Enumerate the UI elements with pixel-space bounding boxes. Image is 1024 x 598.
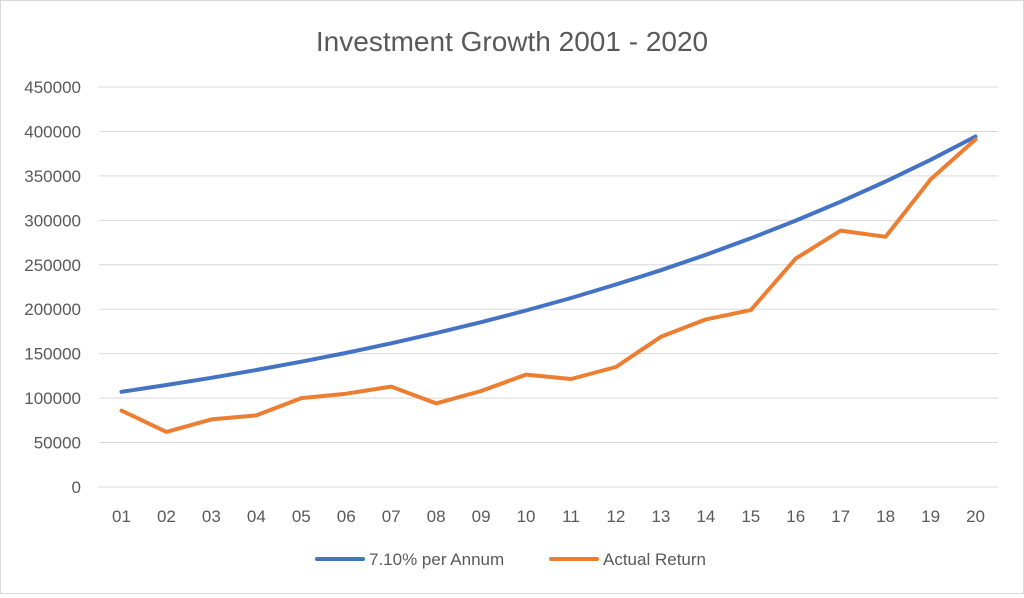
x-tick-label: 07 <box>382 507 401 526</box>
legend-label: 7.10% per Annum <box>369 550 504 569</box>
x-tick-label: 13 <box>651 507 670 526</box>
y-tick-label: 300000 <box>24 211 81 230</box>
x-tick-label: 06 <box>337 507 356 526</box>
x-tick-label: 14 <box>696 507 715 526</box>
y-tick-label: 450000 <box>24 78 81 97</box>
x-axis: 01 02 03 04 05 06 07 08 09 10 11 12 13 14 15 16 17 18 19 20 <box>112 507 985 526</box>
x-tick-label: 12 <box>606 507 625 526</box>
gridlines <box>99 86 998 488</box>
series-line-2 <box>119 137 978 434</box>
y-axis: 0 50000 100000 150000 200000 250000 300000 3500… <box>24 78 81 497</box>
y-tick-label: 400000 <box>24 122 81 141</box>
y-tick-label: 200000 <box>24 300 81 319</box>
x-tick-label: 03 <box>202 507 221 526</box>
x-tick-label: 01 <box>112 507 131 526</box>
x-tick-label: 11 <box>562 507 580 526</box>
x-tick-label: 16 <box>786 507 805 526</box>
x-tick-label: 02 <box>157 507 176 526</box>
chart-title: Investment Growth 2001 - 2020 <box>316 26 708 57</box>
series-line-1 <box>119 134 978 394</box>
legend: 7.10% per Annum Actual Return <box>315 550 706 569</box>
x-tick-label: 04 <box>247 507 266 526</box>
x-tick-label: 05 <box>292 507 311 526</box>
x-tick-label: 19 <box>921 507 940 526</box>
legend-label: Actual Return <box>603 550 706 569</box>
x-tick-label: 10 <box>517 507 536 526</box>
y-tick-label: 250000 <box>24 256 81 275</box>
x-tick-label: 09 <box>472 507 491 526</box>
y-tick-label: 150000 <box>24 345 81 364</box>
x-tick-label: 17 <box>831 507 850 526</box>
series-lines <box>119 134 978 434</box>
x-tick-label: 08 <box>427 507 446 526</box>
y-tick-label: 100000 <box>24 389 81 408</box>
y-tick-label: 0 <box>72 478 81 497</box>
x-tick-label: 20 <box>966 507 985 526</box>
x-tick-label: 15 <box>741 507 760 526</box>
y-tick-label: 50000 <box>34 434 81 453</box>
y-tick-label: 350000 <box>24 167 81 186</box>
x-tick-label: 18 <box>876 507 895 526</box>
